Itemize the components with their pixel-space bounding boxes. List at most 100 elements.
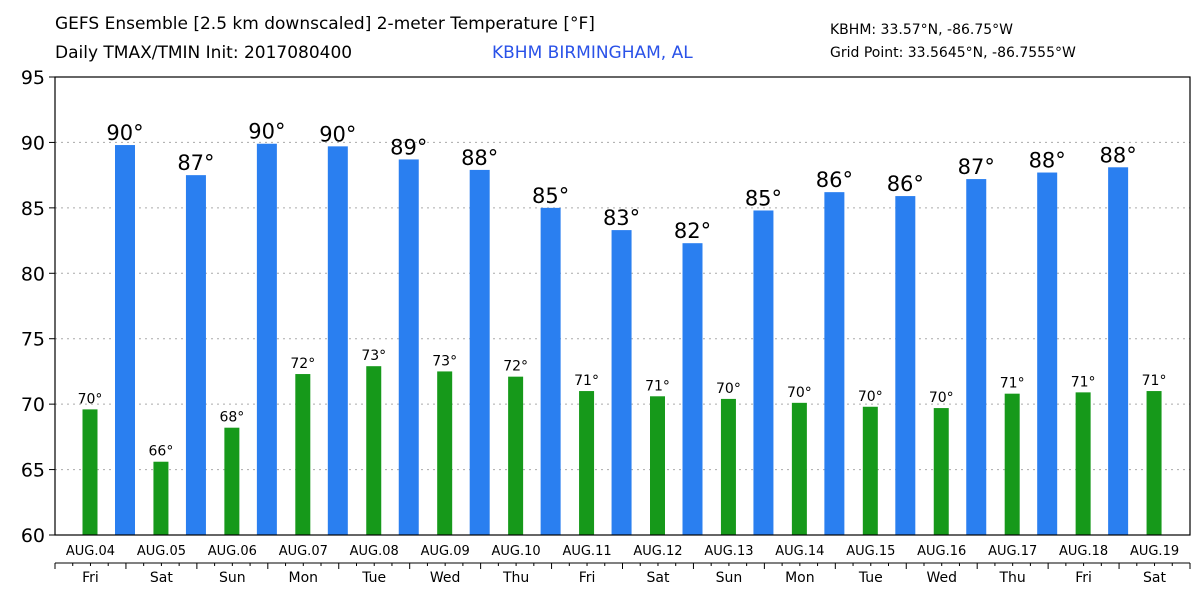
tmax-label: 83°	[603, 206, 640, 230]
grid-point-coordinates: Grid Point: 33.5645°N, -86.7555°W	[830, 45, 1076, 61]
tmin-label: 70°	[929, 390, 954, 406]
weekday-label: Sat	[150, 570, 173, 586]
weekday-label: Tue	[858, 570, 883, 586]
tmax-bar	[682, 243, 703, 535]
y-tick-label: 65	[21, 460, 45, 482]
tmax-label: 86°	[887, 172, 924, 196]
date-label: AUG.12	[633, 544, 682, 559]
date-label: AUG.07	[279, 544, 328, 559]
weekday-label: Fri	[1075, 570, 1092, 586]
tmin-label: 73°	[432, 353, 457, 369]
tmax-label: 87°	[958, 155, 995, 179]
date-label: AUG.10	[492, 544, 541, 559]
tmax-bar	[966, 179, 987, 535]
tmin-bar	[1004, 393, 1020, 535]
tmax-label: 88°	[1100, 143, 1137, 167]
tmin-bar	[862, 406, 878, 535]
date-label: AUG.17	[988, 544, 1037, 559]
plot-frame	[54, 76, 1191, 536]
weekday-label: Sun	[219, 570, 246, 586]
tmax-bar	[611, 230, 632, 536]
tmin-label: 70°	[858, 389, 883, 405]
tmax-bar	[824, 192, 845, 535]
weekday-label: Wed	[430, 570, 461, 586]
weekday-label: Mon	[785, 570, 815, 586]
tmax-label: 85°	[532, 184, 569, 208]
chart-subtitle: Daily TMAX/TMIN Init: 2017080400	[55, 43, 353, 63]
tmax-label: 88°	[1029, 149, 1066, 173]
tmin-bar	[508, 376, 524, 535]
tmin-bar	[579, 391, 595, 535]
date-label: AUG.06	[208, 544, 257, 559]
tmax-label: 89°	[390, 135, 427, 159]
weekday-label: Fri	[579, 570, 596, 586]
tmin-bar	[224, 427, 240, 535]
tmax-bar	[469, 169, 490, 535]
tmax-bar	[327, 146, 348, 535]
tmin-label: 71°	[1000, 376, 1025, 392]
station-name: KBHM BIRMINGHAM, AL	[492, 43, 693, 63]
tmin-label: 72°	[290, 356, 315, 372]
date-label: AUG.08	[350, 544, 399, 559]
tmin-bar	[295, 374, 311, 535]
weekday-label: Sat	[646, 570, 669, 586]
tmin-label: 72°	[503, 359, 528, 375]
tmin-bar	[437, 371, 453, 535]
y-tick-label: 70	[21, 394, 45, 416]
tmax-label: 90°	[106, 121, 143, 145]
tmax-bar	[398, 159, 419, 535]
tmin-label: 73°	[361, 348, 386, 364]
tmax-label: 82°	[674, 219, 711, 243]
weekday-label: Tue	[361, 570, 386, 586]
tmax-label: 88°	[461, 146, 498, 170]
tmin-label: 70°	[787, 385, 812, 401]
tmin-label: 66°	[149, 444, 174, 460]
tmin-label: 70°	[716, 381, 741, 397]
tmin-label: 71°	[1142, 373, 1167, 389]
date-label: AUG.04	[66, 544, 115, 559]
station-coordinates: KBHM: 33.57°N, -86.75°W	[830, 22, 1013, 38]
tmin-label: 70°	[78, 391, 103, 407]
tmin-bar	[720, 398, 736, 535]
y-tick-label: 90	[21, 132, 45, 154]
date-label: AUG.14	[775, 544, 824, 559]
y-tick-label: 80	[21, 263, 45, 285]
y-tick-label: 75	[21, 329, 45, 351]
tmin-bar	[650, 396, 665, 535]
tmin-bar	[791, 402, 807, 535]
weekday-label: Thu	[502, 570, 529, 586]
tmax-label: 90°	[248, 120, 285, 144]
date-label: AUG.11	[562, 544, 611, 559]
y-tick-label: 60	[21, 525, 45, 547]
weekday-label: Sat	[1143, 570, 1166, 586]
y-tick-label: 95	[21, 67, 45, 89]
tmax-label: 86°	[816, 168, 853, 192]
date-label: AUG.05	[137, 544, 186, 559]
date-label: AUG.13	[704, 544, 753, 559]
weekday-label: Sun	[716, 570, 743, 586]
tmax-bar	[256, 143, 277, 536]
date-label: AUG.09	[421, 544, 470, 559]
tmax-bar	[753, 210, 774, 535]
tmax-bar	[540, 207, 561, 535]
tmin-bar	[82, 409, 98, 535]
tmin-label: 71°	[645, 378, 670, 394]
tmin-label: 71°	[574, 373, 599, 389]
tmin-label: 68°	[219, 410, 244, 426]
date-label: AUG.19	[1130, 544, 1179, 559]
date-label: AUG.15	[846, 544, 895, 559]
weekday-label: Thu	[999, 570, 1026, 586]
tmin-bar	[1075, 392, 1091, 535]
chart-title: GEFS Ensemble [2.5 km downscaled] 2-mete…	[55, 14, 595, 34]
date-label: AUG.16	[917, 544, 966, 559]
y-tick-label: 85	[21, 198, 45, 220]
weekday-label: Mon	[289, 570, 319, 586]
tmax-label: 85°	[745, 186, 782, 210]
tmin-label: 71°	[1071, 374, 1096, 390]
tmax-label: 87°	[177, 151, 214, 175]
tmax-bar	[895, 196, 916, 535]
tmax-label: 90°	[319, 122, 356, 146]
tmax-bar	[115, 145, 135, 535]
tmin-bar	[933, 408, 949, 535]
